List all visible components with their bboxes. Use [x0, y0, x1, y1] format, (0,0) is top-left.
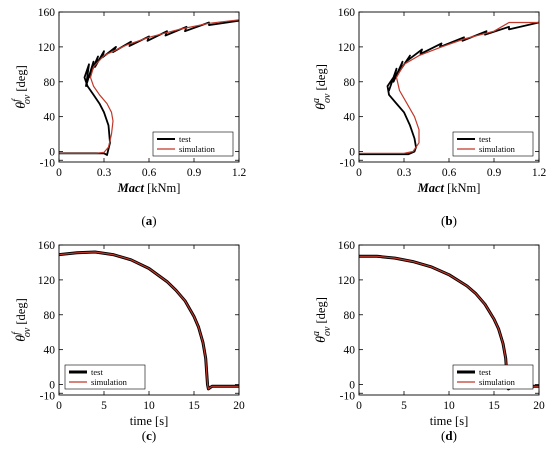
chart-panel-1: 0 0.3 0.6 0.9 1.2 -100 40 80 120 160 Mact [kNm] θfo…: [11, 7, 246, 228]
x-tick-label: 0.9: [487, 167, 502, 179]
x-tick-label: 0: [356, 167, 362, 179]
y-tick-label: 160: [338, 240, 356, 252]
y-tick-label: 80: [44, 77, 56, 89]
x-tick-label: 0: [56, 167, 62, 179]
x-tick-label: 15: [188, 400, 200, 412]
x-tick-label: 15: [488, 400, 500, 412]
x-tick-label: 0.3: [397, 167, 412, 179]
x-tick-label: 0: [356, 400, 362, 412]
y-tick-label: 160: [38, 7, 56, 19]
y-tick-label: 120: [38, 275, 56, 287]
x-tick-label: 0.3: [97, 167, 112, 179]
y-tick-label: 160: [338, 7, 356, 19]
y-tick-label: 80: [344, 77, 356, 89]
y-tick-label: 80: [44, 310, 56, 322]
legend-label-simulation: simulation: [479, 144, 516, 154]
x-tick-label: 0.9: [187, 167, 202, 179]
x-axis-label: Mact [kNm]: [417, 181, 481, 195]
chart-panel-2: 0 0.3 0.6 0.9 1.2 -100 40 80 120 160 Mact [kNm] θao…: [311, 7, 546, 228]
panel-label: (c): [142, 428, 156, 443]
x-tick-label: 0.6: [442, 167, 457, 179]
legend-box: [64, 364, 146, 390]
x-tick-label: 0.6: [142, 167, 157, 179]
y-tick-label: -10: [340, 390, 356, 402]
legend-box: [452, 364, 534, 390]
y-tick-label: 0: [49, 147, 55, 159]
x-tick-label: 20: [233, 400, 245, 412]
panel-label: (d): [441, 428, 457, 443]
series-line-simulation: [59, 251, 239, 390]
y-tick-label: 120: [38, 42, 56, 54]
legend-label-test: test: [479, 134, 491, 144]
chart-panel-4: 0 5 10 15 20 -100 40 80 120 160 time [s] θaov[deg] t…: [311, 240, 545, 443]
legend-label-simulation: simulation: [479, 377, 516, 387]
panel-label: (a): [141, 213, 156, 228]
x-tick-label: 1.2: [232, 167, 247, 179]
series-line-test: [59, 19, 239, 156]
y-tick-label: 40: [44, 112, 56, 124]
x-tick-label: 5: [101, 400, 107, 412]
y-tick-label: 120: [338, 275, 356, 287]
legend-label-simulation: simulation: [91, 377, 128, 387]
y-tick-label: -10: [40, 157, 56, 169]
y-tick-label: 40: [344, 345, 356, 357]
x-tick-label: 20: [533, 400, 545, 412]
panel-label: (b): [441, 213, 457, 228]
y-tick-label: 160: [38, 240, 56, 252]
y-tick-label: 80: [344, 310, 356, 322]
y-tick-label: 0: [349, 147, 355, 159]
legend-box: [152, 131, 234, 157]
legend-label-simulation: simulation: [179, 144, 216, 154]
y-tick-label: 0: [349, 380, 355, 392]
legend-box: [452, 131, 534, 157]
x-tick-label: 5: [401, 400, 407, 412]
x-tick-label: 1.2: [532, 167, 547, 179]
y-axis-label: θaov[deg]: [311, 64, 333, 110]
x-axis-label: time [s]: [130, 414, 169, 428]
y-tick-label: 0: [49, 380, 55, 392]
y-tick-label: 40: [344, 112, 356, 124]
x-tick-label: 10: [443, 400, 455, 412]
series-line-simulation: [359, 21, 539, 154]
legend-label-test: test: [179, 134, 191, 144]
y-tick-label: 40: [44, 345, 56, 357]
chart-panel-3: 0 5 10 15 20 -100 40 80 120 160 time [s] θfov[deg] t…: [11, 240, 245, 443]
y-tick-label: 120: [338, 42, 356, 54]
legend-label-test: test: [91, 367, 103, 377]
x-tick-label: 10: [143, 400, 155, 412]
y-tick-label: -10: [340, 157, 356, 169]
series-line-simulation: [59, 19, 239, 154]
y-axis-label: θaov[deg]: [311, 297, 333, 343]
y-tick-label: -10: [40, 390, 56, 402]
x-tick-label: 0: [56, 400, 62, 412]
y-axis-label: θfov[deg]: [11, 65, 33, 109]
x-axis-label: time [s]: [430, 414, 469, 428]
x-axis-label: Mact [kNm]: [117, 181, 181, 195]
y-axis-label: θfov[deg]: [11, 298, 33, 342]
legend-label-test: test: [479, 367, 491, 377]
